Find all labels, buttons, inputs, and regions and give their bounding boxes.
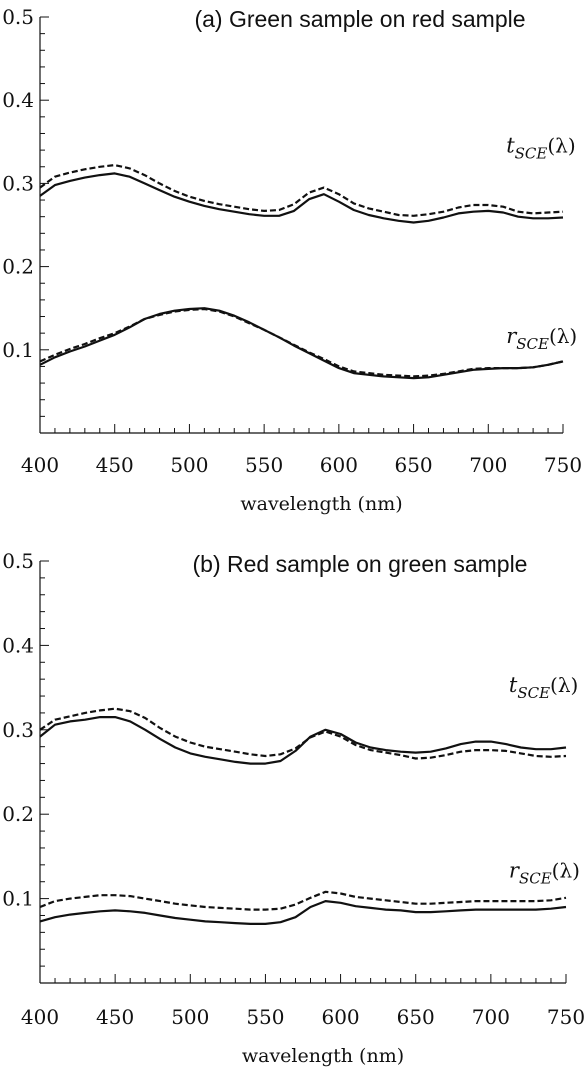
x-tick-label: 450 [96,1005,134,1029]
chart-title: (b) Red sample on green sample [193,551,528,577]
x-axis-label: wavelength (nm) [240,493,402,515]
x-tick-label: 700 [469,453,507,477]
y-tick-label: 0.2 [2,802,34,826]
series-line-tsce-dashed [39,707,567,760]
y-tick-label: 0.4 [2,633,34,657]
series-line-rsce-solid [39,900,567,925]
x-tick-label: 400 [21,1005,59,1029]
chart-panel-a: 400 450 500 550 600 650 700 750 0.1 0.2 0.3 0.4 0.5 w… [2,5,582,515]
x-tick-label: 500 [171,1005,209,1029]
y-tick-label: 0.3 [2,718,34,742]
x-tick-label: 600 [321,1005,359,1029]
series-line-tsce-dashed [39,164,564,217]
y-tick-label: 0.1 [2,338,34,362]
series-line-rsce-dashed [39,307,564,378]
series-line-tsce-solid [39,716,567,765]
chart-panel-b: 400 450 500 550 600 650 700 750 0.1 0.2 0.3 0.4 0.5 w… [2,549,584,1067]
x-tick-label: 650 [394,453,432,477]
y-tick-label: 0.1 [2,887,34,911]
x-axis-label: wavelength (nm) [242,1045,404,1067]
series-annotation-r: rSCE(λ) [506,324,577,353]
y-tick-label: 0.5 [2,549,34,573]
series-annotation-t: tSCE(λ) [509,673,578,702]
x-tick-label: 400 [21,453,59,477]
x-tick-label: 650 [397,1005,435,1029]
x-tick-label: 700 [472,1005,510,1029]
y-tick-label: 0.5 [2,5,34,29]
series-line-tsce-solid [39,172,564,224]
series-line-rsce-dashed [39,890,567,911]
y-tick-label: 0.4 [2,88,34,112]
chart-title: (a) Green sample on red sample [194,6,525,32]
series-line-rsce-solid [39,307,564,380]
y-tick-label: 0.2 [2,255,34,279]
x-tick-label: 750 [544,453,582,477]
x-tick-label: 500 [170,453,208,477]
x-tick-label: 600 [320,453,358,477]
x-tick-label: 550 [246,1005,284,1029]
x-tick-label: 450 [96,453,134,477]
x-tick-label: 550 [245,453,283,477]
x-tick-label: 750 [547,1005,584,1029]
series-annotation-r: rSCE(λ) [509,859,580,888]
series-annotation-t: tSCE(λ) [506,134,575,163]
y-tick-label: 0.3 [2,171,34,195]
